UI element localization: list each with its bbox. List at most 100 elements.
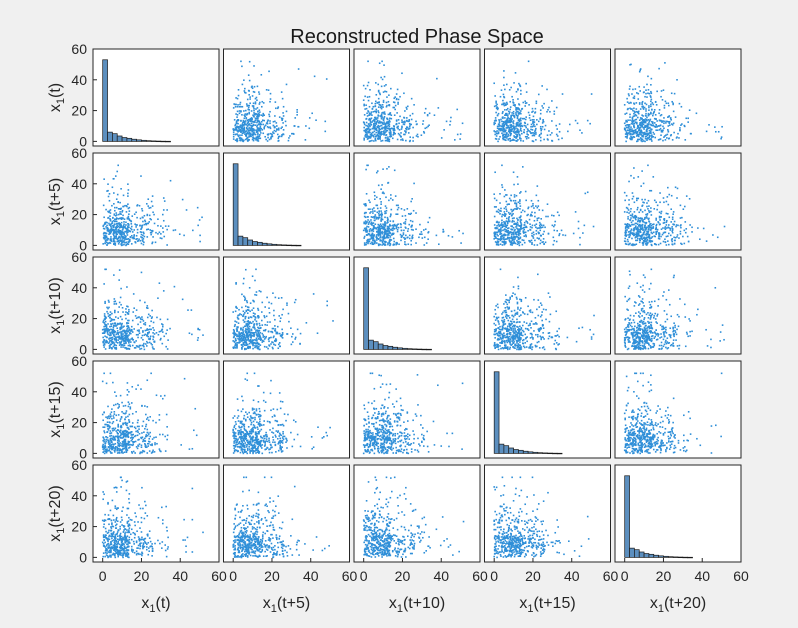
scatter-point bbox=[244, 120, 247, 122]
scatter-point bbox=[234, 127, 237, 129]
scatter-point bbox=[240, 130, 242, 133]
scatter-point bbox=[113, 330, 116, 332]
scatter-point bbox=[653, 117, 656, 120]
scatter-point bbox=[501, 213, 504, 216]
scatter-point bbox=[509, 126, 512, 128]
scatter-point bbox=[641, 227, 644, 230]
scatter-point bbox=[110, 236, 112, 238]
scatter-point bbox=[374, 242, 376, 245]
scatter-point bbox=[110, 339, 113, 341]
scatter-point bbox=[374, 124, 377, 127]
scatter-point bbox=[126, 234, 129, 236]
scatter-point bbox=[241, 139, 244, 142]
scatter-point bbox=[150, 200, 153, 203]
scatter-point bbox=[386, 235, 388, 238]
scatter-point bbox=[131, 331, 134, 333]
scatter-point bbox=[407, 243, 410, 246]
scatter-point bbox=[651, 128, 653, 131]
scatter-point bbox=[646, 128, 648, 130]
scatter-point bbox=[665, 102, 668, 105]
scatter-point bbox=[687, 121, 689, 123]
scatter-point bbox=[103, 330, 106, 333]
scatter-point bbox=[650, 112, 652, 115]
scatter-point bbox=[270, 137, 272, 140]
scatter-point bbox=[645, 110, 647, 112]
scatter-point bbox=[505, 129, 507, 132]
scatter-point bbox=[385, 105, 388, 108]
scatter-point bbox=[125, 235, 127, 238]
scatter-point bbox=[531, 140, 534, 142]
scatter-point bbox=[114, 209, 116, 212]
scatter-point bbox=[146, 316, 149, 319]
scatter-point bbox=[651, 244, 653, 247]
scatter-point bbox=[143, 323, 145, 325]
scatter-point bbox=[256, 340, 258, 342]
scatter-point bbox=[638, 231, 641, 233]
scatter-point bbox=[401, 215, 404, 217]
scatter-point bbox=[142, 240, 144, 242]
scatter-point bbox=[258, 137, 260, 140]
scatter-point bbox=[644, 243, 647, 245]
panel-r2-c3 bbox=[353, 152, 481, 251]
scatter-point bbox=[368, 137, 370, 139]
scatter-point bbox=[379, 213, 381, 216]
scatter-point bbox=[638, 241, 641, 244]
scatter-point bbox=[125, 337, 128, 339]
scatter-point bbox=[638, 127, 641, 130]
scatter-point bbox=[282, 115, 285, 117]
histogram-bar bbox=[281, 244, 287, 246]
scatter-point bbox=[625, 140, 627, 143]
scatter-point bbox=[137, 333, 139, 336]
scatter-point bbox=[408, 119, 411, 121]
scatter-point bbox=[497, 132, 500, 135]
scatter-point bbox=[244, 138, 247, 141]
scatter-point bbox=[417, 135, 419, 138]
scatter-point bbox=[646, 238, 649, 241]
scatter-point bbox=[664, 238, 666, 241]
scatter-point bbox=[109, 339, 111, 342]
scatter-point bbox=[106, 310, 108, 313]
scatter-point bbox=[636, 231, 639, 233]
scatter-point bbox=[269, 110, 271, 113]
scatter-point bbox=[528, 104, 530, 106]
scatter-point bbox=[494, 241, 497, 243]
scatter-point bbox=[655, 223, 658, 226]
scatter-point bbox=[551, 100, 553, 102]
scatter-point bbox=[122, 231, 124, 234]
scatter-point bbox=[658, 215, 661, 218]
scatter-point bbox=[534, 130, 536, 133]
scatter-point bbox=[509, 108, 511, 111]
scatter-point bbox=[652, 124, 655, 127]
scatter-point bbox=[114, 300, 117, 303]
scatter-point bbox=[236, 105, 239, 108]
scatter-point bbox=[119, 342, 121, 345]
scatter-point bbox=[386, 125, 388, 128]
scatter-point bbox=[363, 114, 366, 116]
scatter-point bbox=[498, 138, 500, 140]
scatter-point bbox=[636, 226, 639, 229]
scatter-point bbox=[102, 340, 104, 343]
scatter-point bbox=[365, 133, 367, 136]
scatter-point bbox=[369, 122, 372, 124]
scatter-point bbox=[253, 120, 256, 123]
scatter-point bbox=[249, 316, 252, 318]
scatter-point bbox=[122, 205, 124, 208]
scatter-point bbox=[104, 239, 107, 242]
scatter-point bbox=[637, 135, 640, 138]
scatter-point bbox=[522, 140, 525, 142]
scatter-point bbox=[647, 125, 649, 128]
scatter-point bbox=[664, 135, 666, 137]
scatter-point bbox=[103, 328, 105, 331]
scatter-point bbox=[667, 125, 670, 127]
scatter-point bbox=[536, 119, 538, 121]
scatter-point bbox=[541, 85, 543, 87]
scatter-point bbox=[117, 332, 120, 334]
scatter-point bbox=[507, 133, 510, 136]
scatter-point bbox=[449, 124, 451, 126]
scatter-point bbox=[282, 133, 284, 135]
scatter-point bbox=[650, 224, 653, 227]
scatter-point bbox=[652, 223, 655, 226]
scatter-point bbox=[263, 315, 266, 317]
scatter-point bbox=[373, 122, 375, 125]
scatter-point bbox=[380, 140, 382, 142]
